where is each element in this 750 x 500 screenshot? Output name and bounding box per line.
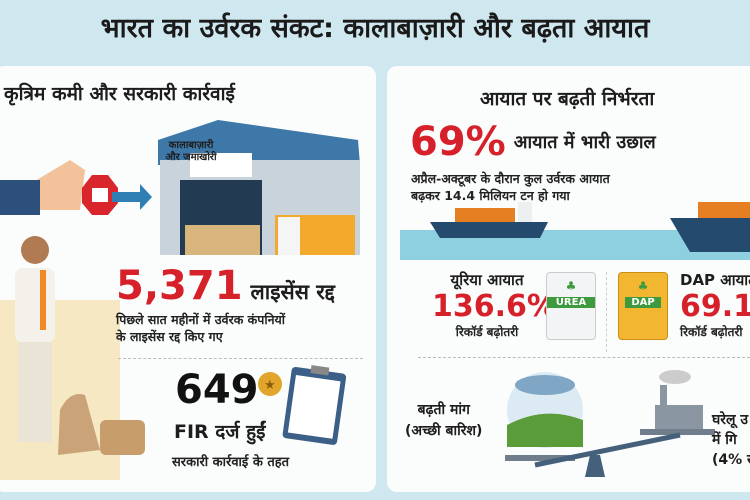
- domestic-line3: (4% से: [712, 452, 750, 468]
- domestic-text: घरेलू उ में गि (4% से: [712, 410, 750, 470]
- small-cargo-ship-icon: [430, 202, 548, 238]
- right-heading: आयात पर बढ़ती निर्भरता: [480, 88, 655, 110]
- warehouse-sign-line1: कालाबाज़ारी: [168, 140, 214, 151]
- divider: [418, 357, 750, 358]
- import-label: आयात में भारी उछाल: [513, 132, 656, 153]
- warehouse-sign-line2: और जमाखोरी: [165, 152, 217, 163]
- urea-desc: रिकॉर्ड बढ़ोतरी: [455, 325, 519, 339]
- rain-field-icon: [507, 372, 583, 448]
- import-percent: 69%: [410, 119, 506, 165]
- domestic-line1: घरेलू उ: [712, 412, 749, 428]
- large-cargo-ship-icon: [670, 202, 750, 252]
- farmer-icon: [15, 236, 55, 442]
- urea-percent: 136.6%: [432, 289, 557, 324]
- dap-bag-label: DAP: [625, 297, 661, 308]
- fir-desc: सरकारी कार्रवाई के तहत: [172, 455, 290, 470]
- import-desc: अप्रैल-अक्टूबर के दौरान कुल उर्वरक आयात …: [411, 170, 610, 204]
- divider: [118, 358, 363, 359]
- domestic-line2: में गि: [712, 432, 737, 448]
- clipboard-icon: [282, 365, 347, 445]
- svg-text:★: ★: [264, 378, 276, 393]
- factory-icon: [655, 370, 703, 430]
- stop-hand-icon: [0, 160, 85, 215]
- fertilizer-sack-icon: [58, 394, 145, 455]
- stop-sign-icon: [82, 175, 118, 215]
- license-count: 5,371: [116, 263, 243, 309]
- arrow-icon: [112, 184, 152, 210]
- divider-vertical: [606, 272, 607, 352]
- left-heading: कृत्रिम कमी और सरकारी कार्रवाई: [4, 83, 235, 105]
- import-desc-line1: अप्रैल-अक्टूबर के दौरान कुल उर्वरक आयात: [411, 171, 610, 186]
- demand-text: बढ़ती मांग (अच्छी बारिश): [405, 400, 482, 442]
- police-badge-icon: ★: [258, 372, 282, 396]
- license-desc: पिछले सात महीनों में उर्वरक कंपनियों के …: [116, 311, 285, 345]
- dap-label: DAP आयात: [680, 271, 750, 289]
- fir-label: FIR दर्ज हुईं: [174, 421, 266, 443]
- demand-line2: (अच्छी बारिश): [405, 423, 483, 439]
- urea-bag-label: UREA: [547, 297, 595, 308]
- import-stat: 69% आयात में भारी उछाल: [410, 122, 656, 162]
- urea-bag-icon: ♣ UREA: [546, 272, 596, 340]
- import-desc-line2: बढ़कर 14.4 मिलियन टन हो गया: [411, 188, 570, 203]
- warehouse-icon: [158, 120, 360, 255]
- page-title: भारत का उर्वरक संकट: कालाबाज़ारी और बढ़त…: [100, 13, 650, 44]
- license-desc-line2: के लाइसेंस रद्द किए गए: [116, 329, 223, 344]
- license-stat: 5,371 लाइसेंस रद्द: [116, 266, 335, 306]
- dap-stat: DAP आयात 69.1% रिकॉर्ड बढ़ोतरी: [680, 270, 750, 341]
- license-desc-line1: पिछले सात महीनों में उर्वरक कंपनियों: [116, 312, 286, 327]
- balance-scale-illustration: [505, 370, 715, 477]
- license-label: लाइसेंस रद्द: [250, 280, 335, 304]
- dap-percent: 69.1%: [680, 289, 750, 324]
- dap-desc: रिकॉर्ड बढ़ोतरी: [680, 325, 743, 339]
- dap-bag-icon: ♣ DAP: [618, 272, 668, 340]
- urea-stat: यूरिया आयात 136.6% रिकॉर्ड बढ़ोतरी: [432, 270, 557, 341]
- demand-line1: बढ़ती मांग: [417, 402, 470, 418]
- ships-illustration: [400, 202, 750, 260]
- scale-icon: [505, 429, 715, 477]
- fir-count: 649: [175, 367, 259, 413]
- left-illustration: ★: [0, 120, 360, 480]
- urea-label: यूरिया आयात: [450, 271, 524, 289]
